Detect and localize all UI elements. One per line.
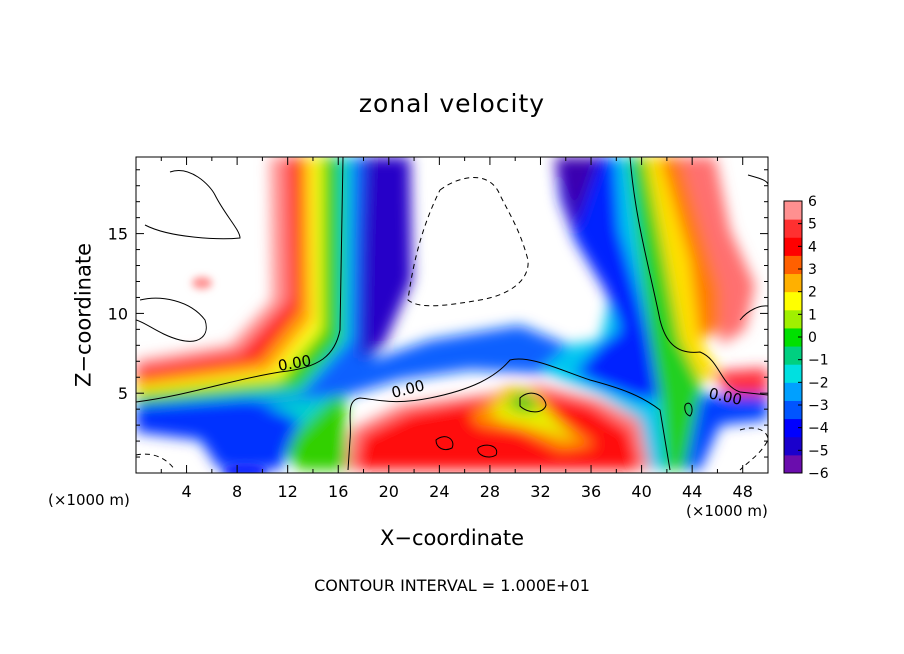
colorbar-swatch — [784, 327, 802, 347]
colorbar-tick-label: 1 — [808, 307, 817, 323]
colorbar-tick-label: 0 — [808, 330, 817, 346]
contour-small-2 — [435, 436, 454, 451]
contour-zero-right — [629, 157, 768, 396]
velocity-field-sharp — [192, 277, 267, 473]
chart-title: zonal velocity — [358, 89, 546, 118]
colorbar-swatch — [784, 201, 802, 220]
field-center-purple — [360, 157, 412, 360]
colorbar-tick-label: −5 — [808, 443, 829, 459]
contour-interval-note: CONTOUR INTERVAL = 1.000E+01 — [314, 576, 590, 595]
plot-frame — [135, 156, 769, 474]
field-right-purple — [555, 157, 600, 230]
field-lower-green — [505, 392, 540, 412]
x-tick-label: 4 — [181, 482, 191, 501]
contour-small-4 — [684, 402, 693, 417]
colorbar-tick-label: −3 — [808, 398, 829, 414]
zero-contours — [136, 157, 768, 471]
colorbar-swatch — [784, 346, 802, 365]
bottom-left-blue-blob — [223, 463, 267, 473]
contour-neg-center — [407, 177, 529, 307]
contour-label: 0.00 — [277, 351, 313, 375]
colorbar-tick-label: 3 — [808, 262, 817, 278]
field-left-orange — [136, 157, 340, 392]
contour-small-1 — [519, 392, 547, 413]
colorbar-swatch — [784, 273, 802, 293]
contour-pos-left-mid — [136, 297, 207, 342]
x-tick-label: 40 — [631, 482, 651, 501]
field-lower-blue — [136, 398, 300, 470]
contour-neg-lower-right — [739, 427, 768, 471]
colorbar: 6 5 4 3 2 1 0 −1 −2 −3 −4 −5 −6 — [783, 194, 829, 482]
contour-small-3 — [477, 444, 498, 458]
field-right-blue — [555, 157, 680, 400]
colorbar-tick-label: −1 — [808, 353, 829, 369]
y-axis-label: Z−coordinate — [71, 243, 96, 387]
colorbar-swatch — [784, 454, 802, 474]
x-axis-ticks: 4 8 12 16 20 24 28 32 36 40 44 48 — [160, 157, 753, 501]
contour-zero-mid — [347, 358, 671, 471]
colorbar-swatch — [784, 309, 802, 329]
x-tick-label: 16 — [328, 482, 348, 501]
contour-pos-right-mid — [739, 305, 768, 321]
colorbar-tick-label: −6 — [808, 466, 829, 482]
colorbar-swatch — [784, 364, 802, 383]
colorbar-swatch — [784, 418, 802, 438]
colorbar-tick-label: 2 — [808, 285, 817, 301]
colorbar-swatch — [784, 237, 802, 256]
field-right-green — [628, 157, 710, 470]
y-axis-ticks: 5 10 15 — [108, 169, 768, 458]
x-tick-label: 36 — [581, 482, 601, 501]
x-axis-label: X−coordinate — [380, 526, 524, 550]
y-tick-label: 10 — [108, 304, 128, 323]
field-right-low-blue — [685, 395, 768, 470]
contour-zero-left — [136, 157, 344, 403]
contour-pos-upperleft — [144, 170, 241, 240]
x-tick-label: 32 — [530, 482, 550, 501]
colorbar-tick-label: 4 — [808, 239, 817, 255]
colorbar-swatch — [784, 255, 802, 275]
colorbar-swatch — [784, 219, 802, 238]
x-tick-label: 24 — [429, 482, 449, 501]
plot-area: 0.00 0.00 0.00 — [136, 157, 768, 473]
x-tick-label: 12 — [278, 482, 298, 501]
x-tick-label: 48 — [733, 482, 753, 501]
small-positive-blob — [192, 277, 212, 289]
x-tick-label: 8 — [232, 482, 242, 501]
x-tick-label: 44 — [682, 482, 702, 501]
x-unit-label-right: (×1000 m) — [686, 502, 768, 520]
colorbar-swatch — [784, 436, 802, 456]
field-right-pink — [680, 157, 755, 345]
colorbar-tick-label: 5 — [808, 217, 817, 233]
colorbar-tick-label: 6 — [808, 194, 817, 210]
colorbar-tick-label: −2 — [808, 375, 829, 391]
x-unit-label-left: (×1000 m) — [48, 491, 130, 509]
colorbar-swatch — [784, 291, 802, 311]
colorbar-tick-label: −4 — [808, 421, 829, 437]
y-tick-label: 15 — [108, 225, 128, 244]
field-right-low-red — [710, 368, 768, 400]
colorbar-swatch — [784, 382, 802, 401]
field-lower-red — [355, 392, 640, 470]
contour-neg-lower-left — [136, 453, 176, 471]
colorbar-swatch — [784, 400, 802, 420]
y-tick-label: 5 — [118, 384, 128, 403]
x-tick-label: 20 — [379, 482, 399, 501]
x-tick-label: 28 — [480, 482, 500, 501]
field-right-yellow — [645, 157, 720, 380]
